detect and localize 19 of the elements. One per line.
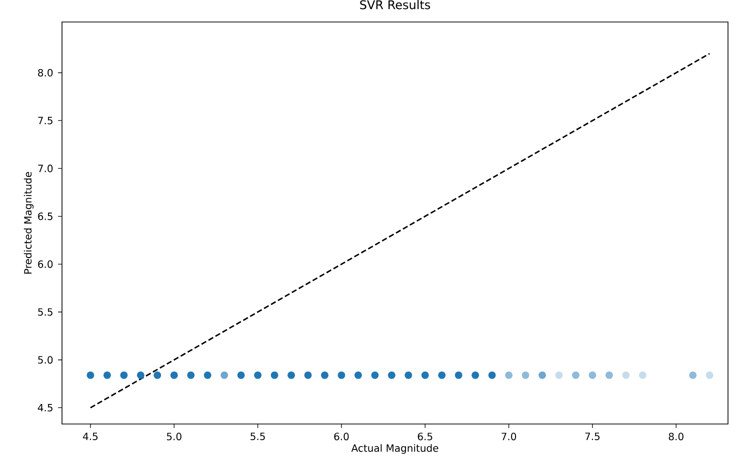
x-axis-title: Actual Magnitude [351,444,438,454]
y-tick-label: 6.0 [38,260,53,268]
y-tick-label: 6.5 [38,212,52,220]
x-tick-label: 6.0 [334,432,349,440]
x-tick-label: 7.0 [502,432,516,440]
y-tick-label: 8.0 [38,68,53,77]
x-tick-label: 7.5 [585,432,600,440]
x-tick-label: 6.5 [418,432,432,440]
x-tick-label: 5.0 [166,432,182,440]
chart-title: SVR Results [360,0,430,10]
y-tick-label: 5.5 [38,308,52,316]
x-tick-label: 4.5 [82,432,98,440]
y-tick-label: 4.5 [38,404,52,412]
y-axis-title: Predicted Magnitude [24,172,34,274]
x-tick-label: 8.0 [668,432,684,440]
y-tick-label: 7.5 [38,116,52,124]
y-tick-label: 5.0 [38,356,53,364]
y-tick-label: 7.0 [38,164,53,172]
x-tick-label: 5.5 [250,432,265,440]
